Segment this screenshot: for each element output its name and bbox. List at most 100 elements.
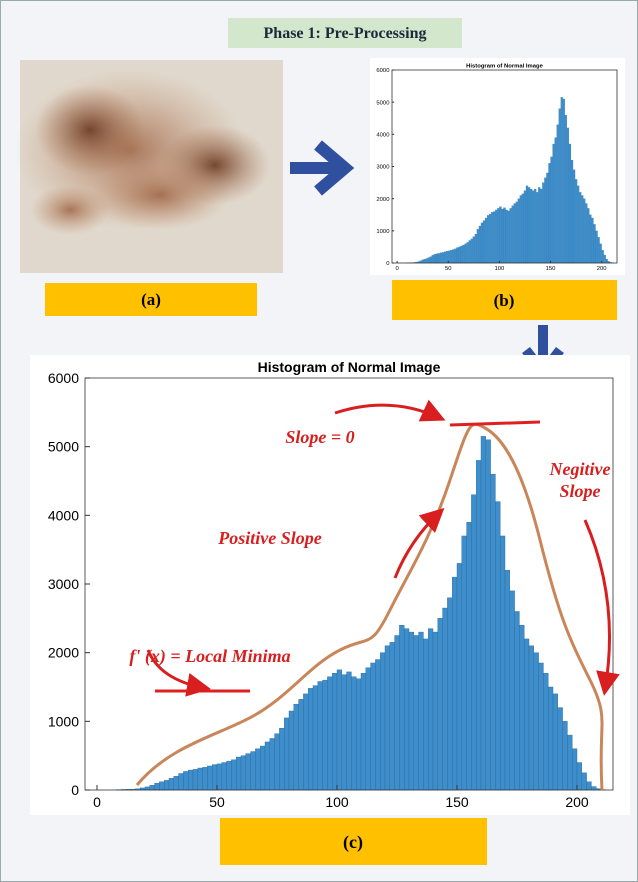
bar	[188, 770, 193, 790]
bar	[563, 721, 568, 790]
bar	[409, 632, 414, 790]
bar	[561, 97, 563, 263]
bar	[581, 195, 583, 263]
bar	[532, 191, 534, 263]
panel-label: (b)	[494, 291, 515, 310]
bar	[519, 625, 524, 790]
bar	[337, 670, 342, 790]
bar	[530, 189, 532, 263]
y-tick-label: 2000	[376, 197, 390, 203]
bar	[313, 686, 318, 790]
bar	[395, 636, 400, 791]
bar	[428, 258, 430, 263]
bar	[510, 208, 512, 263]
bar	[390, 642, 395, 790]
bar	[548, 687, 553, 790]
annotation: Slope = 0	[265, 427, 375, 448]
bar	[434, 254, 436, 263]
bar	[456, 248, 458, 263]
bar	[540, 189, 542, 263]
bar	[587, 782, 592, 790]
bar	[318, 682, 323, 790]
bar	[270, 739, 275, 791]
bar	[289, 711, 294, 790]
x-tick-label: 100	[494, 266, 505, 272]
bar	[553, 144, 555, 263]
bar	[457, 563, 462, 790]
y-tick-label: 3000	[376, 165, 390, 171]
bar	[327, 677, 332, 790]
bar	[236, 757, 241, 790]
bar	[536, 192, 538, 263]
x-tick-label: 50	[209, 794, 225, 810]
bar	[485, 218, 487, 263]
bar	[422, 260, 424, 263]
skin-photo	[15, 60, 283, 273]
bar	[553, 694, 558, 790]
y-tick-label: 5000	[48, 439, 79, 455]
chart-title: Histogram of Normal Image	[258, 359, 441, 375]
bar	[351, 677, 356, 790]
bar	[463, 245, 465, 263]
bar	[500, 536, 505, 790]
bar	[499, 207, 501, 263]
bar	[342, 675, 347, 790]
y-tick-label: 5000	[376, 100, 390, 106]
bar	[491, 212, 493, 263]
bar	[493, 212, 495, 263]
y-tick-label: 6000	[48, 370, 79, 386]
bar	[458, 247, 460, 263]
bar	[577, 763, 582, 790]
bar	[265, 742, 270, 790]
bar	[465, 244, 467, 263]
bar	[462, 536, 467, 790]
bar	[546, 173, 548, 263]
bar	[598, 237, 600, 263]
x-tick-label: 200	[597, 266, 608, 272]
bar	[442, 252, 444, 263]
bar	[371, 663, 376, 790]
bar	[447, 598, 452, 790]
bar	[529, 646, 534, 790]
bar	[366, 668, 371, 790]
figure: Phase 1: Pre-Processing (a) (b) (c) Hist…	[0, 0, 638, 882]
bar	[551, 157, 553, 263]
bar	[423, 639, 428, 790]
bar	[526, 186, 528, 263]
bar	[483, 221, 485, 263]
bar	[575, 179, 577, 263]
bar	[279, 728, 284, 790]
bar	[471, 239, 473, 263]
bar	[284, 718, 289, 790]
bar	[534, 653, 539, 790]
bar	[567, 735, 572, 790]
bar	[275, 734, 280, 790]
bar	[481, 436, 486, 790]
bar	[323, 680, 328, 790]
bar	[440, 253, 442, 263]
panel-label: (a)	[141, 290, 161, 309]
y-tick-label: 3000	[48, 576, 79, 592]
bar	[303, 694, 308, 790]
bar	[497, 208, 499, 263]
bar	[471, 495, 476, 790]
bar	[479, 226, 481, 263]
bar	[432, 255, 434, 263]
bar	[596, 231, 598, 263]
x-tick-label: 50	[445, 266, 452, 272]
bar	[591, 218, 593, 263]
bar	[207, 766, 212, 790]
bar	[203, 767, 208, 790]
x-tick-label: 100	[325, 794, 349, 810]
bar	[559, 109, 561, 263]
bar	[593, 224, 595, 263]
bar	[489, 214, 491, 263]
bar	[452, 249, 454, 263]
bar	[569, 144, 571, 263]
bar	[582, 773, 587, 790]
bar	[419, 632, 424, 790]
bar	[514, 203, 516, 263]
bar	[380, 653, 385, 790]
bar	[467, 522, 472, 790]
bar	[495, 210, 497, 263]
